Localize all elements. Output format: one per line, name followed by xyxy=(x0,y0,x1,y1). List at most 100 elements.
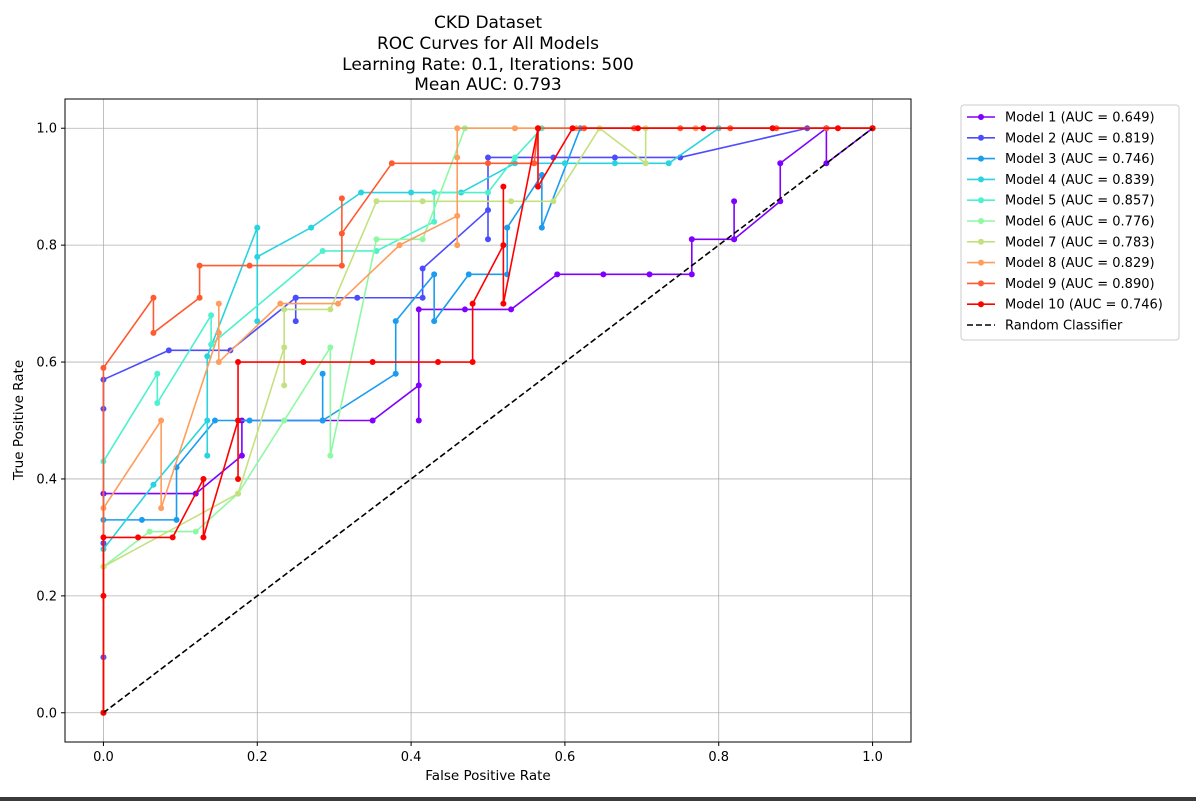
legend-swatch-marker xyxy=(978,114,984,120)
data-point xyxy=(485,154,491,161)
data-point xyxy=(211,417,218,424)
title-line-2: ROC Curves for All Models xyxy=(377,34,599,54)
data-point xyxy=(154,399,161,406)
legend-label: Model 8 (AUC = 0.829) xyxy=(1005,256,1155,271)
data-point xyxy=(165,347,172,354)
data-point xyxy=(208,312,215,319)
data-point xyxy=(196,262,203,269)
legend-label: Model 5 (AUC = 0.857) xyxy=(1005,194,1155,209)
window-bottom-edge xyxy=(0,797,1196,801)
data-point xyxy=(204,353,211,360)
data-point xyxy=(731,198,738,205)
legend-entry: Model 4 (AUC = 0.839) xyxy=(967,173,1155,188)
data-point xyxy=(504,224,511,231)
legend-label: Model 3 (AUC = 0.746) xyxy=(1005,152,1155,167)
data-point xyxy=(338,230,345,237)
y-tick-label: 0.8 xyxy=(36,239,57,254)
data-point xyxy=(146,528,153,535)
data-point xyxy=(319,370,326,377)
data-point xyxy=(200,475,207,482)
legend-entry: Random Classifier xyxy=(967,319,1123,334)
legend-swatch-marker xyxy=(978,197,984,204)
axis-ticks: 0.0 0.2 0.4 0.6 0.8 1.0 0.0 0.2 0.4 0.6 0.8 1.0 xyxy=(36,122,883,765)
legend-swatch-marker xyxy=(978,218,984,224)
legend-label: Random Classifier xyxy=(1005,319,1123,334)
legend-label: Model 9 (AUC = 0.890) xyxy=(1005,277,1155,292)
legend-label: Model 10 (AUC = 0.746) xyxy=(1005,298,1163,313)
data-point xyxy=(419,236,426,243)
data-point xyxy=(254,253,261,260)
data-point xyxy=(196,294,203,301)
series-11 xyxy=(102,127,874,714)
data-point xyxy=(569,125,576,132)
data-point xyxy=(388,160,395,167)
data-point xyxy=(634,125,641,132)
data-point xyxy=(235,490,242,497)
x-tick-label: 1.0 xyxy=(862,750,883,765)
x-tick-label: 0.6 xyxy=(555,750,576,765)
series-10 xyxy=(100,125,876,716)
data-point xyxy=(534,125,541,132)
data-point xyxy=(454,154,461,161)
data-point xyxy=(254,224,261,231)
data-point xyxy=(454,242,461,249)
data-point xyxy=(554,271,561,278)
legend-entry: Model 3 (AUC = 0.746) xyxy=(967,152,1155,167)
data-point xyxy=(531,160,538,167)
data-point xyxy=(235,475,242,482)
data-point xyxy=(415,417,422,424)
legend-swatch-marker xyxy=(978,176,984,183)
legend-entry: Model 10 (AUC = 0.746) xyxy=(967,298,1163,313)
title-line-4: Mean AUC: 0.793 xyxy=(414,75,561,95)
legend-swatch-marker xyxy=(978,259,984,266)
legend-label: Model 4 (AUC = 0.839) xyxy=(1005,173,1155,188)
data-point xyxy=(369,417,376,424)
title-line-3: Learning Rate: 0.1, Iterations: 500 xyxy=(342,55,634,75)
legend-label: Model 6 (AUC = 0.776) xyxy=(1005,215,1155,230)
data-point xyxy=(100,364,107,371)
data-point xyxy=(485,160,491,167)
data-point xyxy=(281,382,288,389)
data-point xyxy=(281,306,288,313)
data-point xyxy=(392,370,399,377)
data-point xyxy=(534,183,541,190)
data-point xyxy=(700,125,707,132)
data-point xyxy=(208,341,215,348)
data-point xyxy=(281,344,288,351)
data-point xyxy=(688,236,695,243)
series-line xyxy=(102,127,873,713)
legend-entry: Model 5 (AUC = 0.857) xyxy=(967,194,1155,209)
plot-frame xyxy=(64,98,912,743)
data-point xyxy=(327,452,334,459)
x-tick-label: 0.0 xyxy=(93,750,114,765)
data-point xyxy=(646,271,653,278)
data-point xyxy=(454,125,461,132)
data-point xyxy=(200,534,207,541)
data-point xyxy=(396,242,403,249)
data-point xyxy=(469,359,476,366)
data-point xyxy=(150,481,157,488)
legend-entry: Model 1 (AUC = 0.649) xyxy=(967,111,1155,126)
legend-label: Model 7 (AUC = 0.783) xyxy=(1005,235,1155,250)
data-point xyxy=(173,516,180,523)
x-tick-label: 0.8 xyxy=(708,750,729,765)
data-point xyxy=(431,271,438,278)
data-point xyxy=(431,189,438,196)
data-point xyxy=(550,198,557,205)
data-point xyxy=(246,262,253,269)
data-point xyxy=(338,195,345,202)
data-point xyxy=(461,306,468,313)
data-point xyxy=(327,306,334,313)
data-point xyxy=(665,160,672,167)
legend-swatch-marker xyxy=(978,280,984,287)
y-axis-label: True Positive Rate xyxy=(11,360,27,481)
data-point xyxy=(373,198,380,205)
data-point xyxy=(369,359,376,366)
legend-entry: Model 8 (AUC = 0.829) xyxy=(967,256,1155,271)
legend-box xyxy=(960,104,1180,341)
data-point xyxy=(508,306,515,313)
data-point xyxy=(300,359,307,366)
legend-swatch-marker xyxy=(978,238,984,245)
data-point xyxy=(511,154,518,161)
